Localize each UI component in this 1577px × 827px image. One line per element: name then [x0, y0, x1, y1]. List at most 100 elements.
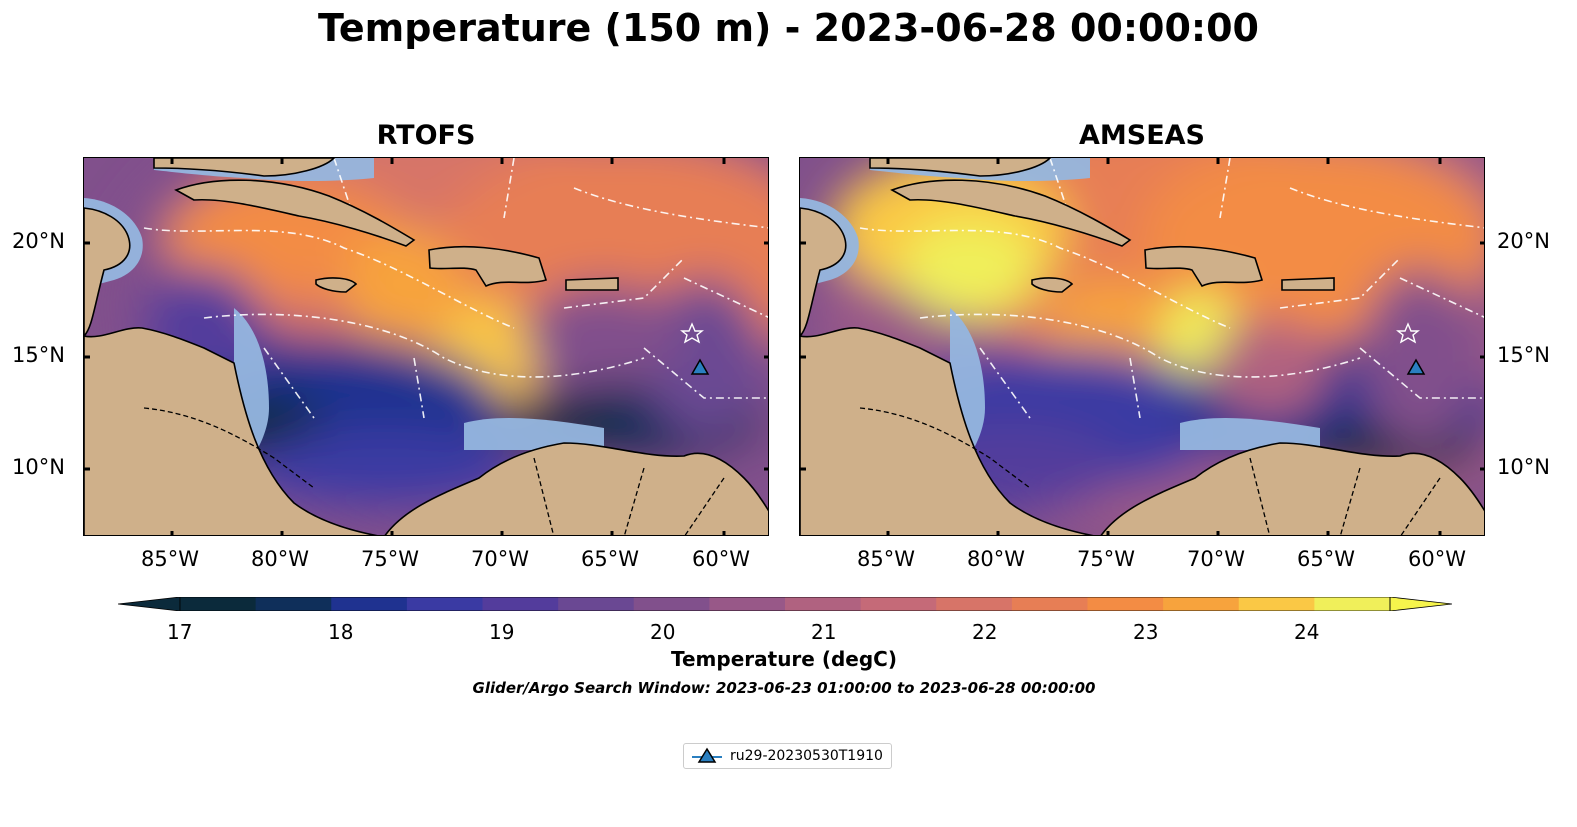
- lon-tick-label: 85°W: [141, 547, 199, 571]
- land-bahamas: [869, 158, 1052, 177]
- colorbar-segment: [406, 597, 483, 611]
- eez-boundary: [979, 347, 1031, 419]
- eez-boundary: [1129, 357, 1141, 419]
- figure-title: Temperature (150 m) - 2023-06-28 00:00:0…: [317, 6, 1259, 50]
- eez-boundary: [203, 313, 645, 378]
- eez-boundary: [643, 347, 768, 399]
- lon-tick-label: 75°W: [361, 547, 419, 571]
- colorbar-tick-label: 19: [489, 620, 515, 644]
- lon-tick-label: 70°W: [471, 547, 529, 571]
- lat-tick-label: 15°N: [1497, 343, 1550, 367]
- lon-tick-label: 80°W: [251, 547, 309, 571]
- glider-marker: [1406, 358, 1426, 375]
- colorbar-segment: [860, 597, 937, 611]
- eez-boundary: [503, 158, 515, 219]
- land-yuc: [84, 207, 131, 338]
- lon-tick-label: 85°W: [857, 547, 915, 571]
- colorbar-segment: [1087, 597, 1164, 611]
- colorbar-extend-low: [117, 596, 181, 612]
- eez-boundary: [683, 277, 768, 318]
- colorbar-tick-label: 18: [328, 620, 354, 644]
- colorbar-segment: [936, 597, 1013, 611]
- eez-boundary: [1289, 187, 1484, 229]
- land-central: [84, 327, 378, 535]
- colorbar-extend-high: [1389, 596, 1453, 612]
- colorbar-title: Temperature (degC): [671, 647, 897, 671]
- lat-tick-label: 20°N: [1497, 229, 1550, 253]
- eez-boundary: [143, 227, 515, 329]
- map-rtofs-canvas: [84, 158, 768, 535]
- colorbar-segment: [482, 597, 559, 611]
- argo-star-marker: [680, 322, 704, 344]
- land-southAm: [1100, 442, 1484, 535]
- temperature-patch: [524, 283, 684, 383]
- eez-boundary: [333, 158, 355, 219]
- country-border: [859, 407, 1031, 489]
- lon-tick-label: 65°W: [581, 547, 639, 571]
- land-central: [800, 327, 1094, 535]
- temperature-patch: [900, 218, 1040, 318]
- lon-tick-label: 70°W: [1187, 547, 1245, 571]
- lon-tick-label: 75°W: [1077, 547, 1135, 571]
- colorbar-segment: [1314, 597, 1391, 611]
- eez-boundary: [1049, 158, 1071, 219]
- eez-boundary: [859, 227, 1231, 329]
- colorbar-tick-label: 24: [1294, 620, 1320, 644]
- lat-tick-label: 20°N: [12, 229, 65, 253]
- colorbar-tick-label: 20: [650, 620, 676, 644]
- colorbar-segment: [558, 597, 635, 611]
- argo-star-marker: [1396, 322, 1420, 344]
- eez-boundary: [919, 313, 1361, 378]
- country-border: [1249, 457, 1441, 535]
- land-yuc: [800, 207, 847, 338]
- colorbar-segment: [1238, 597, 1315, 611]
- lon-tick-label: 65°W: [1297, 547, 1355, 571]
- colorbar-segment: [180, 597, 257, 611]
- country-border: [533, 457, 725, 535]
- colorbar-tick-label: 23: [1133, 620, 1159, 644]
- eez-boundary: [1399, 277, 1484, 318]
- panel-title-rtofs: RTOFS: [376, 120, 476, 151]
- colorbar-segment: [1011, 597, 1088, 611]
- lat-tick-label: 10°N: [1497, 455, 1550, 479]
- glider-marker: [690, 358, 710, 375]
- land-bahamas: [153, 158, 336, 177]
- eez-boundary: [263, 347, 315, 419]
- temperature-patch: [1210, 318, 1330, 418]
- colorbar-tick-label: 17: [167, 620, 193, 644]
- legend: ru29-20230530T1910: [683, 743, 892, 769]
- panel-title-amseas: AMSEAS: [1079, 120, 1205, 151]
- colorbar-gradient: [117, 596, 1453, 612]
- search-window-note: Glider/Argo Search Window: 2023-06-23 01…: [472, 679, 1096, 697]
- glider-marker-icon: [692, 747, 722, 763]
- country-border: [143, 407, 315, 489]
- eez-boundary: [1359, 347, 1484, 399]
- colorbar-segment: [1163, 597, 1240, 611]
- land-cuba: [890, 179, 1132, 247]
- land-pr: [1281, 277, 1335, 291]
- land-jam: [1031, 277, 1074, 293]
- lat-tick-label: 15°N: [12, 343, 65, 367]
- colorbar-segment: [331, 597, 408, 611]
- map-amseas: [799, 157, 1485, 536]
- lat-tick-label: 10°N: [12, 455, 65, 479]
- temperature-patch: [1360, 268, 1480, 448]
- legend-label: ru29-20230530T1910: [730, 748, 883, 764]
- colorbar-segment: [785, 597, 862, 611]
- shelf-venS: [464, 418, 604, 450]
- map-amseas-canvas: [800, 158, 1484, 535]
- eez-boundary: [1219, 158, 1231, 219]
- shelf-venS: [1180, 418, 1320, 450]
- eez-boundary: [413, 357, 425, 419]
- land-hisp: [428, 245, 548, 288]
- colorbar-tick-label: 21: [811, 620, 837, 644]
- land-pr: [565, 277, 619, 291]
- land-southAm: [384, 442, 768, 535]
- colorbar-segment: [255, 597, 332, 611]
- colorbar-segment: [633, 597, 710, 611]
- lon-tick-label: 60°W: [1408, 547, 1466, 571]
- lon-tick-label: 80°W: [967, 547, 1025, 571]
- land-cuba: [174, 179, 416, 247]
- colorbar-segment: [709, 597, 786, 611]
- eez-boundary: [573, 187, 768, 229]
